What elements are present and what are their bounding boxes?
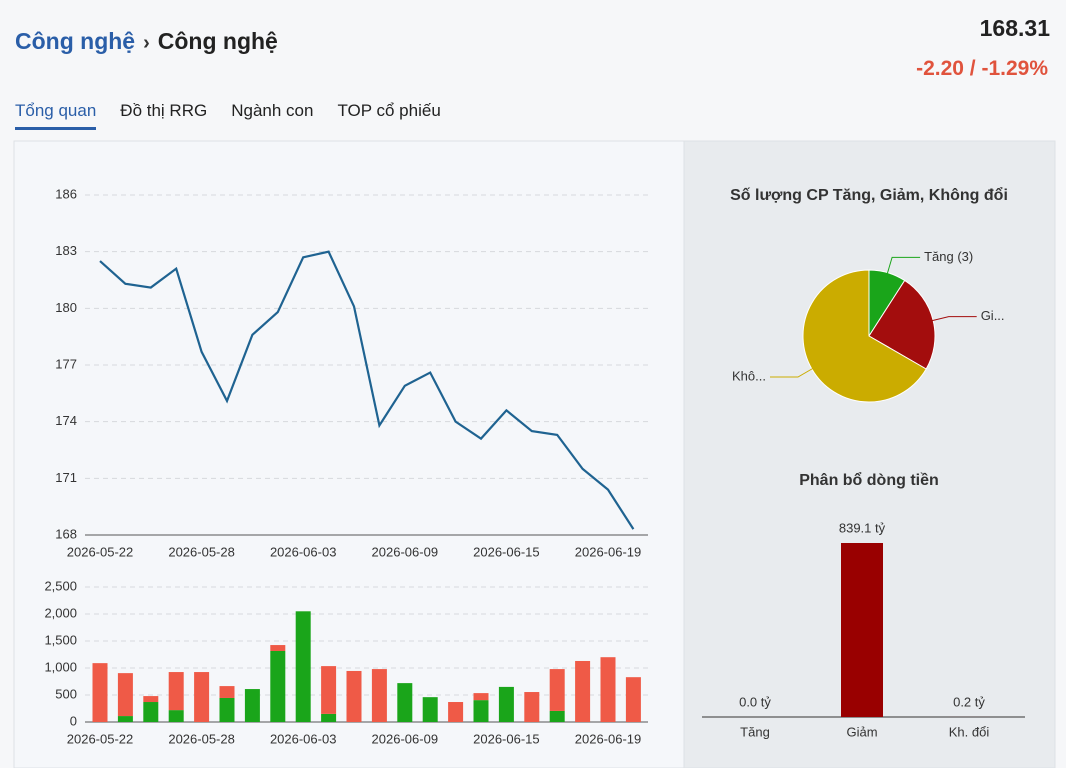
x-tick-label: 2026-05-28 [168, 544, 235, 559]
y-tick-label: 1,500 [44, 632, 77, 647]
x-tick-label: 2026-06-15 [473, 731, 540, 746]
tab[interactable]: TOP cổ phiếu [337, 101, 441, 120]
y-tick-label: 186 [55, 186, 77, 201]
volume-bar [143, 702, 159, 722]
x-tick-label: 2026-06-09 [372, 731, 439, 746]
volume-bar [168, 672, 184, 711]
pie-label: Gi... [981, 308, 1005, 323]
leader-line [886, 256, 921, 275]
x-tick-label: 2026-06-19 [575, 731, 642, 746]
x-tick-label: Giảm [846, 724, 877, 739]
tabs: Tổng quan Đồ thị RRG Ngành con TOP cổ ph… [15, 101, 441, 130]
x-tick-label: 2026-05-22 [67, 544, 134, 559]
tab[interactable]: Ngành con [231, 101, 314, 120]
pie-label: Khô... [732, 368, 766, 383]
volume-bar [194, 672, 210, 722]
tab[interactable]: Đồ thị RRG [120, 101, 208, 120]
leader-line [769, 367, 814, 378]
volume-bar [498, 686, 514, 722]
y-tick-label: 0 [70, 713, 77, 728]
volume-bar [321, 666, 337, 714]
x-tick-label: 2026-06-03 [270, 731, 337, 746]
volume-bar [92, 663, 108, 722]
volume-bar [270, 650, 286, 722]
volume-bar [448, 702, 464, 722]
volume-bar [625, 677, 641, 722]
y-tick-label: 171 [55, 470, 77, 485]
volume-bar [219, 697, 235, 722]
x-tick-label: 2026-05-28 [168, 731, 235, 746]
volume-bar [168, 710, 184, 722]
separator: › [143, 32, 150, 54]
price-change: -2.20 / -1.29% [916, 57, 1048, 80]
chart-title: Phân bổ dòng tiền [799, 471, 939, 489]
volume-bar [473, 693, 489, 701]
value-label: 839.1 tỷ [839, 520, 886, 535]
volume-bar [549, 669, 565, 711]
breadcrumb: Công nghệ › Công nghệ [15, 28, 278, 55]
volume-bar [422, 697, 438, 722]
x-tick-label: 2026-06-19 [575, 544, 642, 559]
volume-bar [346, 670, 362, 722]
x-tick-label: 2026-06-15 [473, 544, 540, 559]
tab[interactable]: Tổng quan [15, 101, 97, 130]
volume-bar [117, 716, 133, 722]
volume-bar [143, 696, 159, 703]
breadcrumb-current: Công nghệ [157, 28, 278, 54]
volume-bar [397, 683, 413, 722]
volume-bar [295, 611, 311, 722]
volume-bar [117, 673, 133, 717]
volume-bar [219, 686, 235, 698]
y-tick-label: 183 [55, 243, 77, 258]
line-series [99, 250, 635, 530]
y-tick-label: 174 [55, 413, 77, 428]
leader-line [931, 316, 977, 322]
x-tick-label: 2026-06-03 [270, 544, 337, 559]
volume-bar [575, 660, 591, 722]
y-tick-label: 177 [55, 356, 77, 371]
bar [841, 543, 883, 717]
x-tick-label: Tăng [740, 724, 770, 739]
price: 168.31 [979, 15, 1050, 41]
volume-bar [321, 713, 337, 722]
y-tick-label: 1,000 [44, 659, 77, 674]
volume-bar [600, 657, 616, 722]
volume-bar [473, 700, 489, 722]
volume-bar [244, 689, 260, 722]
y-tick-label: 500 [55, 686, 77, 701]
value-label: 0.2 tỷ [953, 694, 985, 709]
volume-bar [270, 645, 286, 651]
breadcrumb-link[interactable]: Công nghệ [15, 28, 136, 54]
y-tick-label: 180 [55, 300, 77, 315]
x-tick-label: Kh. đổi [949, 724, 990, 739]
volume-bar [524, 692, 540, 722]
x-tick-label: 2026-06-09 [372, 544, 439, 559]
x-tick-label: 2026-05-22 [67, 731, 134, 746]
value-label: 0.0 tỷ [739, 694, 771, 709]
pie-label: Tăng (3) [924, 249, 973, 264]
volume-bar [371, 669, 387, 722]
y-tick-label: 2,000 [44, 605, 77, 620]
volume-bar [549, 710, 565, 722]
y-tick-label: 2,500 [44, 578, 77, 593]
y-tick-label: 168 [55, 526, 77, 541]
chart-title: Số lượng CP Tăng, Giảm, Không đổi [730, 186, 1008, 204]
